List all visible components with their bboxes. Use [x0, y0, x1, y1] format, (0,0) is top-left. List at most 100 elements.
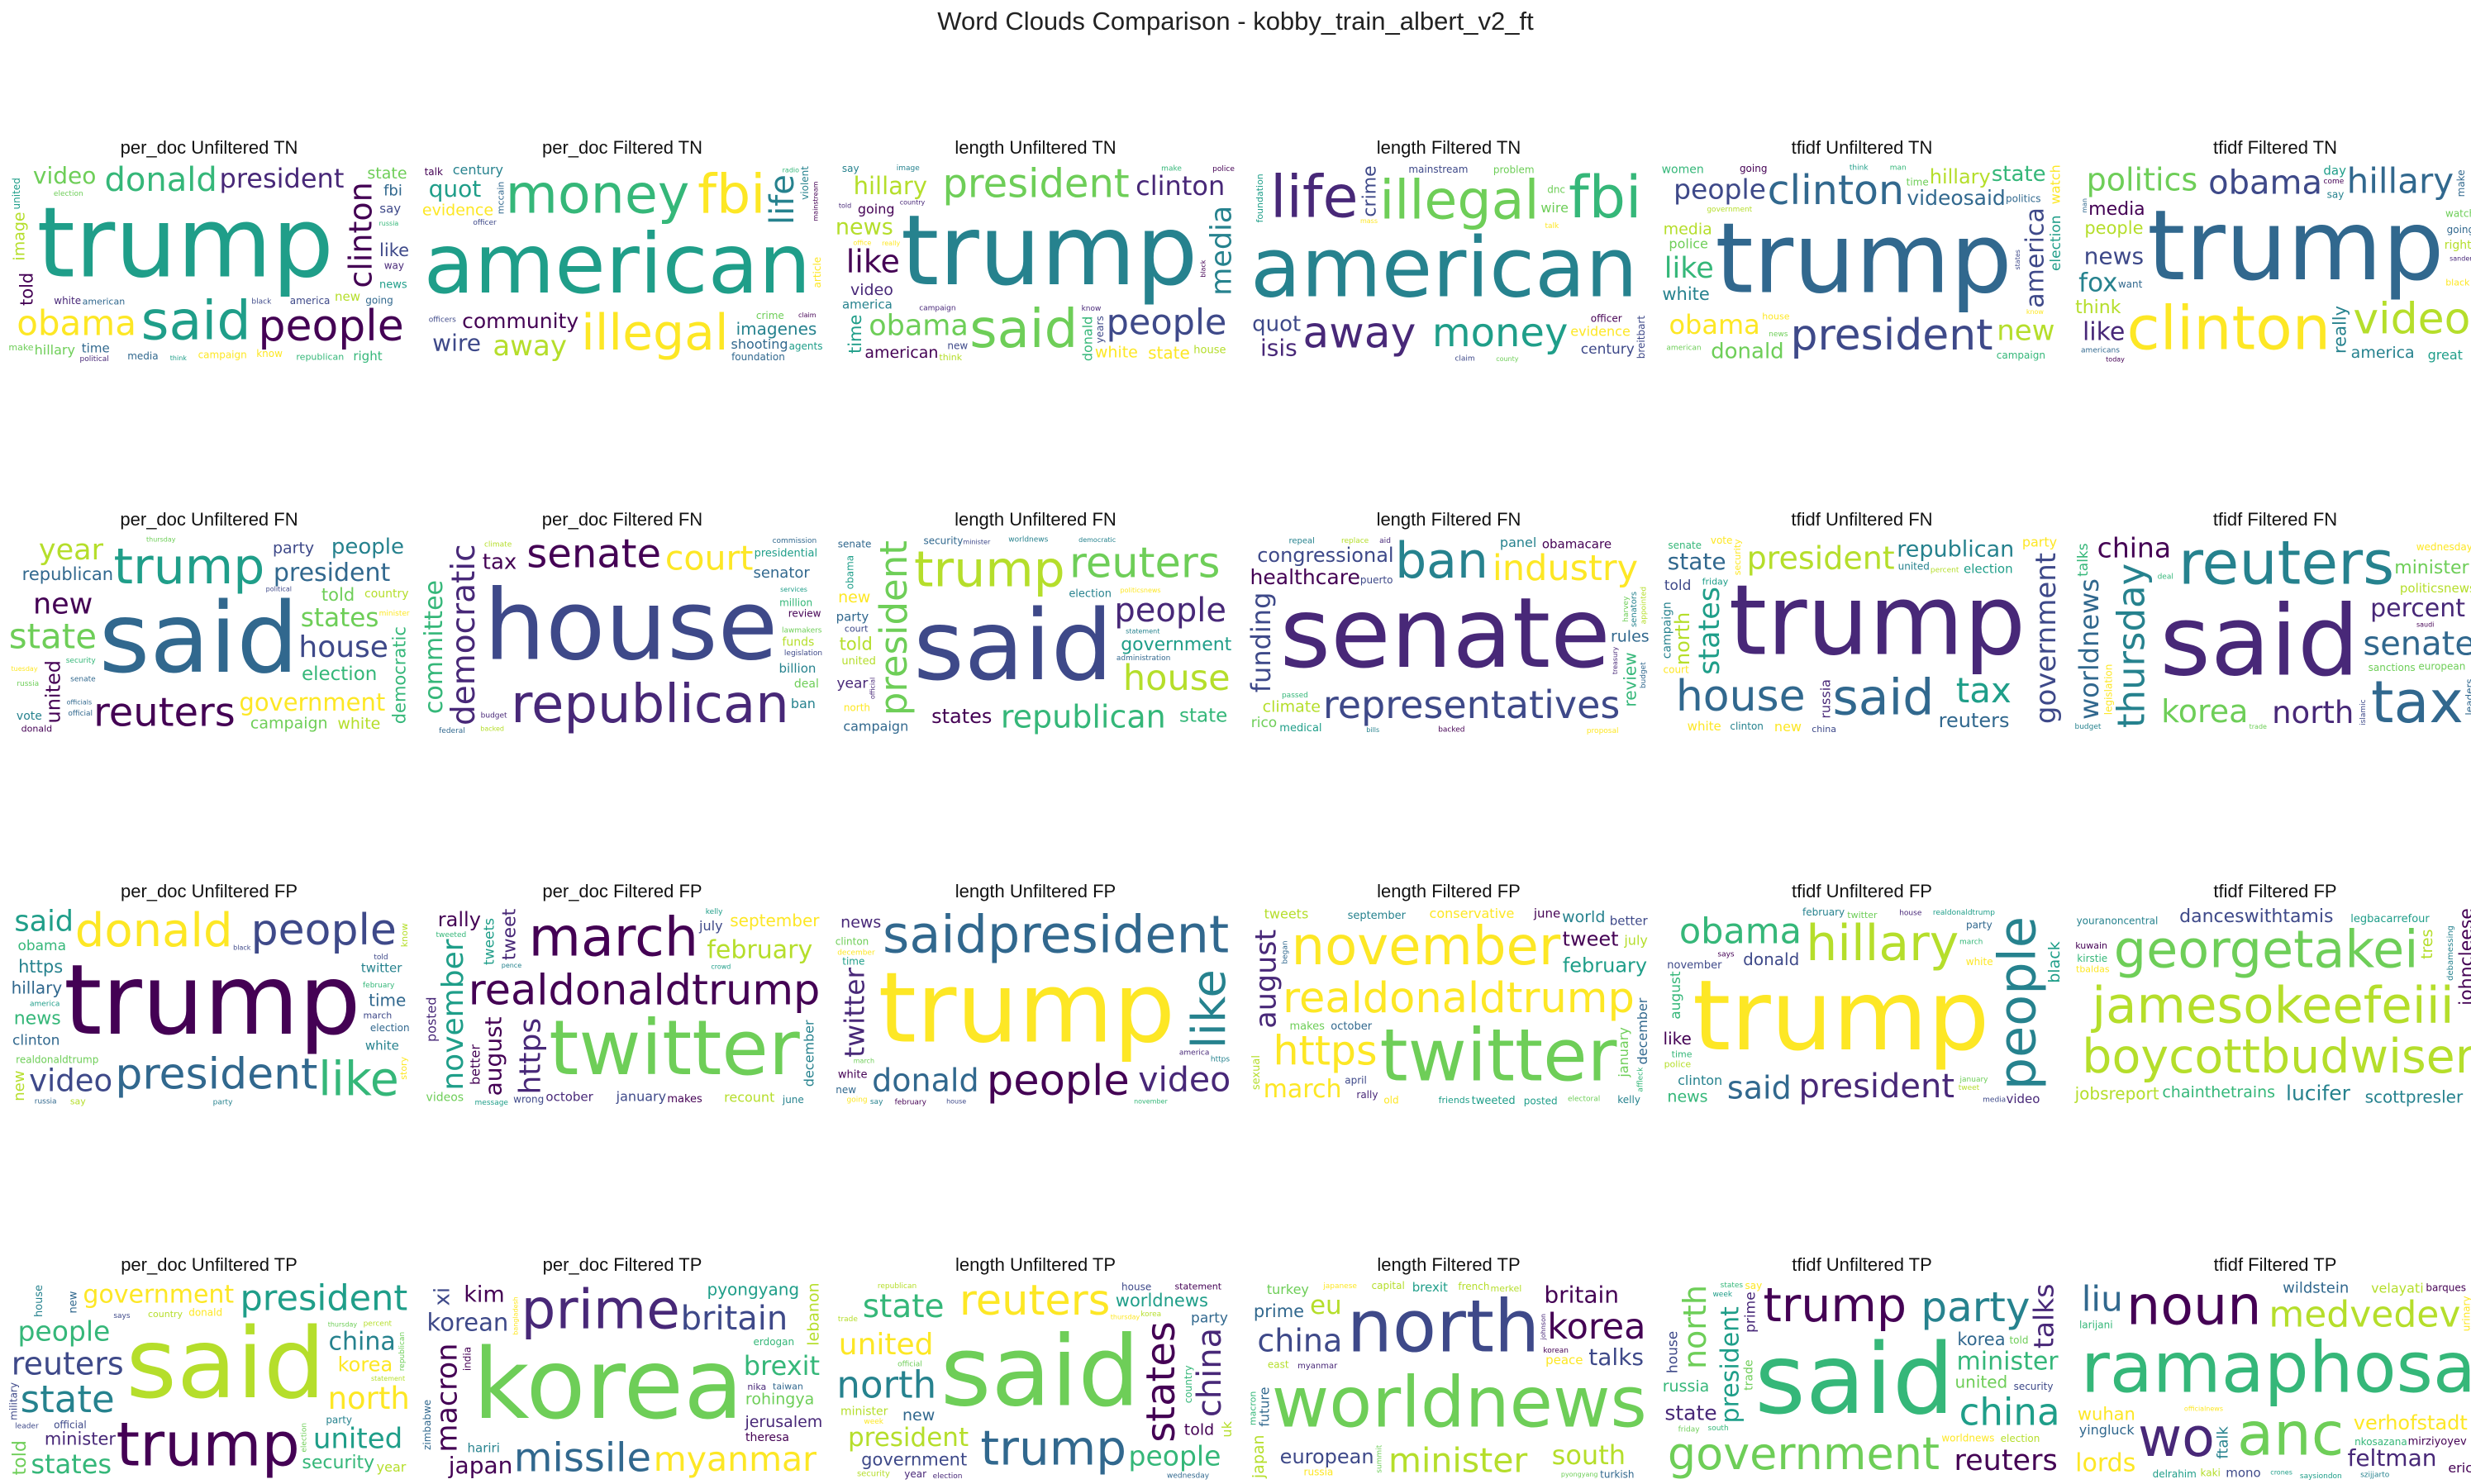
- cloud-word: danceswithtamis: [2179, 906, 2333, 927]
- cloud-word: quot: [1252, 312, 1301, 337]
- cloud-word: president: [872, 540, 916, 716]
- word-cloud: said trump reuters president government state…: [7, 1279, 412, 1482]
- cloud-word: donald: [1711, 339, 1784, 364]
- cloud-word: new: [947, 340, 968, 352]
- cloud-word: security: [2014, 1381, 2054, 1392]
- cloud-word: south: [1708, 1425, 1729, 1433]
- cloud-word: march: [854, 1057, 874, 1064]
- cloud-word: summit: [1375, 1444, 1383, 1472]
- cloud-word: security: [857, 1470, 890, 1479]
- cloud-word: radio: [783, 166, 799, 174]
- cloud-word: video: [1138, 1060, 1231, 1100]
- cloud-word: week: [1712, 1291, 1732, 1299]
- cloud-word: political: [80, 355, 109, 364]
- cloud-word: services: [780, 586, 807, 593]
- cloud-word: european: [1280, 1445, 1374, 1468]
- cloud-word: deal: [794, 678, 819, 691]
- cloud-word: security: [1732, 539, 1743, 575]
- cloud-word: police: [1669, 235, 1707, 251]
- panel-title: per_doc Filtered TN: [541, 137, 702, 158]
- cloud-word: country: [1183, 1365, 1194, 1403]
- cloud-word: shooting: [731, 336, 788, 352]
- panel-title: per_doc Unfiltered TN: [120, 137, 298, 158]
- cloud-word: donald: [188, 1307, 222, 1319]
- cloud-word: think: [2075, 297, 2121, 318]
- cloud-word: statement: [371, 1375, 405, 1382]
- cloud-word: november: [1134, 1098, 1168, 1106]
- cloud-word: european: [2418, 661, 2465, 673]
- cloud-word: federal: [439, 727, 465, 735]
- cloud-word: house: [1193, 345, 1226, 357]
- cloud-word: new: [11, 1070, 28, 1101]
- cloud-word: new: [335, 289, 360, 304]
- cloud-word: says: [1717, 951, 1735, 959]
- cloud-word: wildstein: [2283, 1280, 2349, 1297]
- cloud-word: japan: [448, 1452, 513, 1479]
- cloud-word: china: [2097, 534, 2171, 564]
- cloud-word: white: [1688, 719, 1721, 734]
- cloud-word: election: [370, 1022, 410, 1034]
- cloud-word: harvey: [1622, 596, 1631, 622]
- cloud-word: congressional: [1257, 544, 1393, 567]
- cloud-word: reuters: [1954, 1444, 2057, 1477]
- cloud-word: trump: [1729, 564, 2026, 678]
- cloud-word: ramaphosa: [2081, 1327, 2471, 1409]
- cloud-word: people: [1107, 302, 1227, 344]
- cloud-word: jobsreport: [2074, 1083, 2159, 1103]
- cloud-word: bangladesh: [512, 1296, 520, 1335]
- cloud-word: mirziyoyev: [2408, 1435, 2467, 1448]
- cloud-word: government: [239, 688, 385, 716]
- cloud-word: capital: [1372, 1280, 1405, 1291]
- cloud-word: senator: [753, 564, 810, 582]
- panel-title: length Filtered FN: [1376, 509, 1521, 530]
- cloud-word: black: [251, 297, 272, 306]
- cloud-word: said: [913, 588, 1112, 702]
- cloud-word: news: [1667, 1087, 1707, 1106]
- cloud-word: media: [1664, 220, 1712, 238]
- cloud-word: man: [1890, 164, 1907, 172]
- cloud-word: hillary: [12, 978, 63, 998]
- cloud-word: saidpresident: [883, 906, 1229, 965]
- cloud-word: crones: [2270, 1469, 2292, 1477]
- panel-title: length Unfiltered FN: [955, 509, 1116, 530]
- cloud-word: women: [1662, 164, 1704, 177]
- cloud-word: johncleese: [2457, 908, 2471, 1006]
- cloud-word: funding: [1246, 592, 1277, 693]
- cloud-word: posted: [423, 996, 439, 1042]
- word-cloud: trump said people obama donald president clint…: [7, 162, 412, 364]
- cloud-word: problem: [1493, 164, 1535, 175]
- cloud-word: president: [274, 559, 391, 587]
- cloud-word: said: [14, 906, 74, 938]
- cloud-word: white: [1966, 956, 1993, 968]
- cloud-word: turkish: [1600, 1469, 1634, 1481]
- cloud-word: tweeted: [436, 931, 466, 939]
- cloud-word: said: [2159, 583, 2359, 697]
- cloud-word: clinton: [836, 935, 869, 947]
- cloud-word: party: [213, 1098, 233, 1106]
- cloud-word: world: [1562, 908, 1605, 926]
- cloud-word: december: [802, 1020, 817, 1087]
- cloud-word: worldnews: [1941, 1432, 1994, 1444]
- cloud-word: tax: [1956, 670, 2012, 711]
- cloud-word: trade: [1743, 1360, 1756, 1391]
- cloud-word: japanese: [1322, 1282, 1357, 1291]
- word-cloud: american money illegal community fbi away life…: [420, 162, 825, 364]
- cloud-word: tax: [2371, 668, 2464, 736]
- cloud-word: illegal: [1379, 170, 1539, 232]
- cloud-word: january: [616, 1089, 666, 1105]
- word-cloud: realdonaldtrump twitter november https march…: [1246, 906, 1651, 1108]
- cloud-word: realdonaldtrump: [469, 967, 821, 1015]
- cloud-word: state: [21, 1377, 115, 1421]
- cloud-word: russia: [1304, 1467, 1334, 1478]
- cloud-word: makes: [1289, 1020, 1325, 1033]
- cloud-word: official: [869, 678, 876, 699]
- cloud-word: december: [837, 949, 875, 957]
- cloud-word: august: [1668, 971, 1684, 1020]
- cloud-word: campaign: [843, 718, 908, 734]
- cloud-word: peace: [1545, 1353, 1583, 1367]
- cloud-word: official: [54, 1419, 87, 1430]
